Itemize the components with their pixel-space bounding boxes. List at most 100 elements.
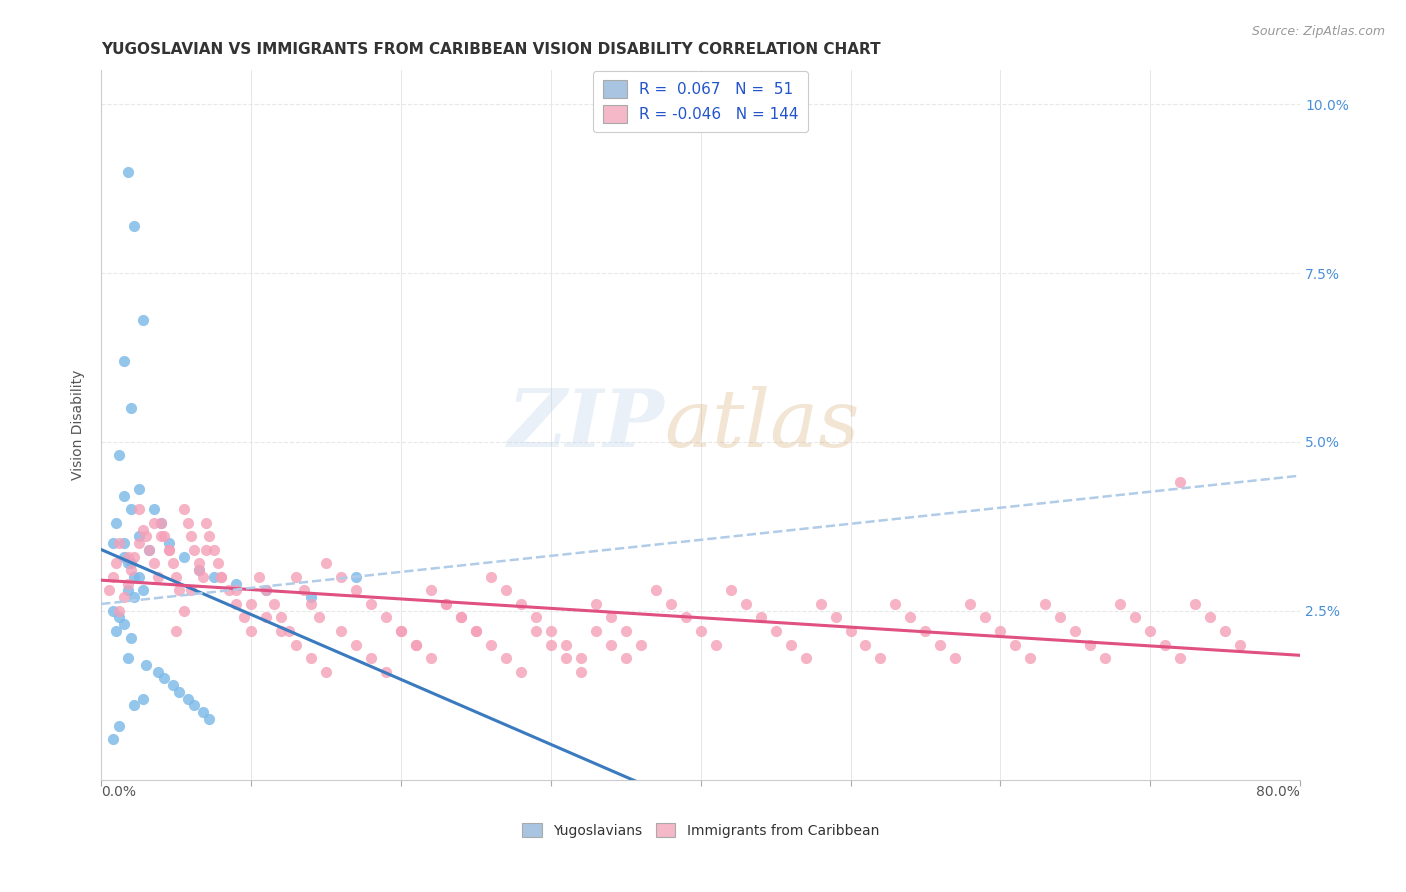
Point	[884, 597, 907, 611]
Point	[389, 624, 412, 638]
Point	[132, 691, 155, 706]
Point	[122, 591, 145, 605]
Point	[191, 705, 214, 719]
Point	[132, 313, 155, 327]
Point	[146, 665, 169, 679]
Point	[330, 624, 353, 638]
Point	[177, 516, 200, 530]
Point	[959, 597, 981, 611]
Point	[299, 597, 322, 611]
Point	[165, 570, 187, 584]
Point	[254, 583, 277, 598]
Point	[734, 597, 756, 611]
Point	[122, 219, 145, 233]
Point	[112, 549, 135, 564]
Point	[599, 638, 621, 652]
Point	[122, 549, 145, 564]
Point	[810, 597, 832, 611]
Point	[794, 651, 817, 665]
Point	[434, 597, 457, 611]
Point	[117, 583, 139, 598]
Point	[103, 536, 125, 550]
Point	[142, 516, 165, 530]
Point	[117, 549, 139, 564]
Point	[277, 624, 299, 638]
Point	[630, 638, 652, 652]
Point	[1033, 597, 1056, 611]
Point	[254, 583, 277, 598]
Point	[389, 624, 412, 638]
Point	[585, 624, 607, 638]
Point	[1154, 638, 1177, 652]
Point	[254, 610, 277, 624]
Point	[173, 604, 195, 618]
Point	[103, 570, 125, 584]
Point	[524, 624, 547, 638]
Point	[218, 583, 240, 598]
Point	[569, 651, 592, 665]
Point	[120, 401, 142, 416]
Point	[988, 624, 1011, 638]
Point	[167, 685, 190, 699]
Point	[162, 557, 184, 571]
Point	[509, 597, 531, 611]
Point	[128, 502, 150, 516]
Point	[209, 570, 232, 584]
Point	[132, 523, 155, 537]
Point	[177, 691, 200, 706]
Point	[183, 698, 205, 713]
Point	[162, 678, 184, 692]
Point	[270, 610, 292, 624]
Point	[167, 583, 190, 598]
Point	[117, 576, 139, 591]
Point	[900, 610, 922, 624]
Point	[187, 563, 209, 577]
Point	[103, 604, 125, 618]
Point	[374, 610, 396, 624]
Point	[540, 638, 562, 652]
Point	[153, 529, 176, 543]
Point	[974, 610, 997, 624]
Point	[122, 570, 145, 584]
Point	[1168, 475, 1191, 490]
Point	[132, 583, 155, 598]
Point	[138, 543, 160, 558]
Point	[1109, 597, 1132, 611]
Point	[120, 631, 142, 645]
Point	[225, 576, 247, 591]
Point	[765, 624, 787, 638]
Point	[180, 583, 202, 598]
Point	[195, 543, 218, 558]
Point	[1064, 624, 1087, 638]
Point	[704, 638, 727, 652]
Point	[103, 732, 125, 747]
Point	[157, 536, 180, 550]
Point	[202, 543, 225, 558]
Point	[292, 583, 315, 598]
Point	[240, 597, 263, 611]
Text: ZIP: ZIP	[508, 386, 665, 464]
Point	[150, 516, 173, 530]
Point	[150, 516, 173, 530]
Point	[142, 502, 165, 516]
Point	[855, 638, 877, 652]
Point	[122, 698, 145, 713]
Point	[1049, 610, 1071, 624]
Point	[108, 536, 131, 550]
Point	[914, 624, 936, 638]
Point	[173, 549, 195, 564]
Point	[689, 624, 711, 638]
Point	[112, 489, 135, 503]
Point	[191, 570, 214, 584]
Point	[1004, 638, 1026, 652]
Point	[165, 624, 187, 638]
Point	[108, 449, 131, 463]
Point	[146, 570, 169, 584]
Point	[495, 651, 517, 665]
Point	[360, 597, 382, 611]
Point	[749, 610, 772, 624]
Point	[117, 651, 139, 665]
Point	[1168, 651, 1191, 665]
Point	[232, 610, 254, 624]
Text: 0.0%: 0.0%	[101, 785, 136, 798]
